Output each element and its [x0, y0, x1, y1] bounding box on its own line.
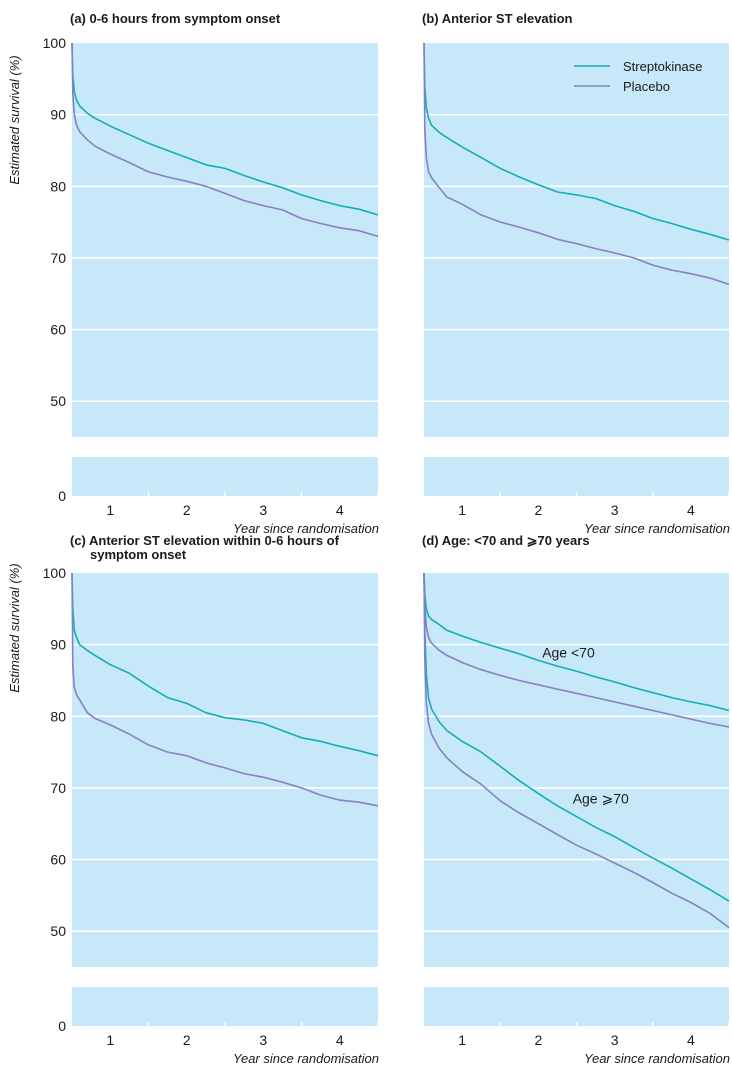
x-axis-label: Year since randomisation [584, 521, 730, 536]
broken-axis-area [72, 987, 378, 1026]
x-tick-label: 1 [106, 1032, 114, 1048]
y-tick-label: 90 [50, 637, 66, 653]
x-tick-label: 3 [611, 1032, 619, 1048]
series-line-streptokinase [71, 572, 379, 757]
panel-c: (c) Anterior ST elevation within 0-6 hou… [7, 533, 379, 1066]
legend: Streptokinase Placebo [574, 59, 703, 94]
y-tick-label: 60 [50, 322, 66, 338]
y-tick-label: 50 [50, 923, 66, 939]
series-line-streptokinase [423, 572, 730, 712]
x-tick-label: 2 [183, 502, 191, 518]
y-tick-label: 100 [43, 35, 67, 51]
y-axis-label: Estimated survival (%) [7, 55, 22, 184]
panel-d: (d) Age: <70 and ⩾70 years 1 2 3 4 Age <70 Age… [422, 533, 730, 1066]
annotation-label: Age ⩾70 [573, 791, 629, 807]
y-tick-label: 60 [50, 852, 66, 868]
series-line-placebo [423, 42, 730, 286]
panel-title: (c) Anterior ST elevation within 0-6 hou… [70, 533, 340, 562]
x-tick-label: 4 [687, 1032, 695, 1048]
annotation-label: Age <70 [542, 645, 595, 661]
series-line-streptokinase [71, 42, 379, 216]
x-tick-label: 3 [611, 502, 619, 518]
series-line-placebo [71, 572, 379, 807]
series-line-placebo [423, 572, 730, 728]
y-tick-label: 0 [58, 488, 66, 504]
y-tick-label: 80 [50, 708, 66, 724]
x-tick-label: 1 [458, 502, 466, 518]
y-tick-label: 70 [50, 780, 66, 796]
x-tick-label: 4 [336, 1032, 344, 1048]
x-tick-label: 4 [336, 502, 344, 518]
x-tick-label: 3 [259, 1032, 267, 1048]
plot-area [72, 573, 378, 967]
broken-axis-area [424, 457, 729, 496]
panel-b: (b) Anterior ST elevation 1 2 3 4 Streptokina… [422, 11, 730, 536]
y-tick-label: 50 [50, 393, 66, 409]
series-line-placebo [71, 42, 379, 238]
legend-label-placebo: Placebo [623, 79, 670, 94]
plot-area [424, 43, 729, 437]
y-tick-label: 100 [43, 565, 67, 581]
y-tick-label: 80 [50, 178, 66, 194]
series-line-streptokinase [423, 572, 730, 902]
x-tick-label: 2 [534, 502, 542, 518]
panel-title: (d) Age: <70 and ⩾70 years [422, 533, 590, 548]
x-tick-label: 1 [458, 1032, 466, 1048]
legend-label-streptokinase: Streptokinase [623, 59, 703, 74]
panel-a: (a) 0-6 hours from symptom onset 1 2 3 4 100 9… [7, 11, 379, 536]
broken-axis-area [424, 987, 729, 1026]
x-tick-label: 1 [106, 502, 114, 518]
series-line-streptokinase [423, 42, 730, 241]
plot-area [424, 573, 729, 967]
y-axis-label: Estimated survival (%) [7, 563, 22, 692]
panel-title: (b) Anterior ST elevation [422, 11, 573, 26]
x-tick-label: 2 [534, 1032, 542, 1048]
x-axis-label: Year since randomisation [233, 1051, 379, 1066]
panel-title: (a) 0-6 hours from symptom onset [70, 11, 281, 26]
series-line-placebo [423, 572, 730, 929]
plot-area [72, 43, 378, 437]
broken-axis-area [72, 457, 378, 496]
y-tick-label: 90 [50, 107, 66, 123]
y-tick-label: 70 [50, 250, 66, 266]
x-tick-label: 2 [183, 1032, 191, 1048]
x-tick-label: 4 [687, 502, 695, 518]
y-tick-label: 0 [58, 1018, 66, 1034]
x-axis-label: Year since randomisation [584, 1051, 730, 1066]
x-axis-label: Year since randomisation [233, 521, 379, 536]
x-tick-label: 3 [259, 502, 267, 518]
